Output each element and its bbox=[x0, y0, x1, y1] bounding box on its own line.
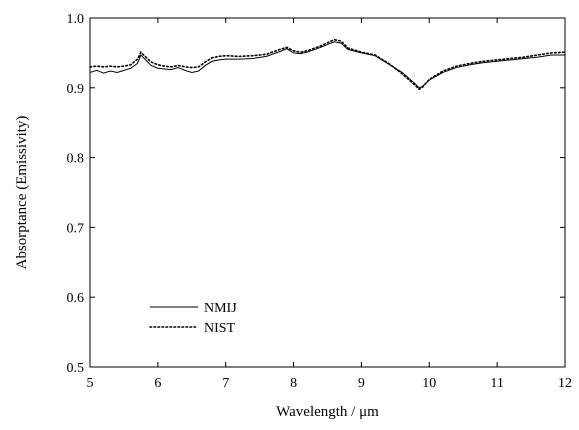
ticks-layer: 5 6 7 8 9 10 11 12 0.5 0.6 0.7 0.8 0.9 1.0 bbox=[67, 12, 573, 391]
y-axis-title: Absorptance (Emissivity) bbox=[14, 116, 30, 270]
legend-label-nist: NIST bbox=[204, 321, 236, 336]
x-tick-label: 6 bbox=[154, 376, 161, 391]
y-tick-label: 0.5 bbox=[67, 361, 85, 376]
series-line-nmij bbox=[89, 41, 565, 89]
x-tick-label: 10 bbox=[422, 376, 436, 391]
x-tick-label: 11 bbox=[490, 376, 503, 391]
series-line-nist bbox=[89, 38, 566, 91]
legend-label-nmij: NMIJ bbox=[204, 301, 237, 316]
x-tick-label: 8 bbox=[290, 376, 297, 391]
y-tick-label: 0.6 bbox=[67, 291, 85, 306]
y-tick-label: 0.7 bbox=[67, 221, 85, 236]
y-tick-label: 0.9 bbox=[67, 82, 85, 97]
x-axis-title: Wavelength / μm bbox=[276, 404, 379, 420]
plot-layer bbox=[89, 38, 566, 91]
x-tick-label: 9 bbox=[358, 376, 365, 391]
legend: NMIJ NIST bbox=[149, 301, 237, 336]
y-tick-label: 1.0 bbox=[67, 12, 85, 27]
x-tick-label: 12 bbox=[558, 376, 572, 391]
x-tick-label: 5 bbox=[87, 376, 94, 391]
y-tick-label: 0.8 bbox=[67, 152, 85, 167]
axes-layer bbox=[89, 17, 566, 368]
x-tick-label: 7 bbox=[222, 376, 229, 391]
plot-frame bbox=[89, 17, 566, 368]
